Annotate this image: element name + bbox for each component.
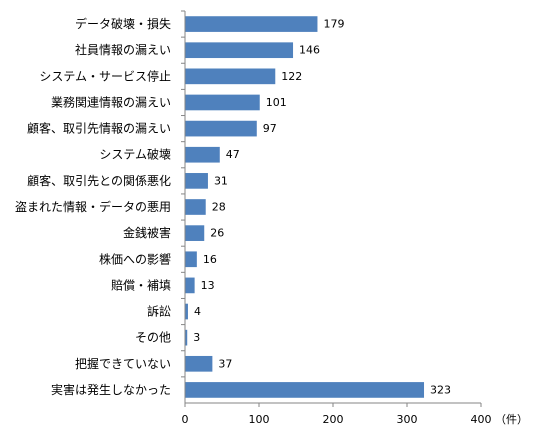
value-label: 28: [212, 201, 226, 214]
x-tick-label: 100: [249, 413, 270, 426]
bar: [185, 277, 195, 294]
category-labels: データ破壊・損失社員情報の漏えいシステム・サービス停止業務関連情報の漏えい顧客、…: [15, 16, 171, 397]
bar: [185, 146, 220, 163]
bar: [185, 199, 206, 215]
bar: [185, 173, 208, 189]
category-label: システム破壊: [99, 147, 171, 162]
category-label: 盗まれた情報・データの悪用: [15, 199, 171, 214]
value-label: 97: [263, 122, 277, 135]
value-label: 31: [214, 174, 228, 187]
x-tick-label: 300: [397, 413, 418, 426]
bar: [185, 120, 257, 137]
bars-group: [185, 16, 425, 398]
bar: [185, 382, 425, 398]
category-label: 顧客、取引先情報の漏えい: [27, 121, 171, 136]
bar: [185, 94, 260, 111]
category-label: その他: [135, 331, 171, 345]
bar: [185, 251, 197, 268]
value-label: 179: [323, 18, 344, 31]
category-label: 訴訟: [147, 304, 171, 319]
category-label: データ破壊・損失: [75, 16, 171, 31]
value-label: 13: [201, 279, 215, 292]
axes-group: 0 100 200 300 400: [181, 10, 492, 426]
value-label: 146: [299, 44, 320, 57]
x-tick-label: 200: [323, 413, 344, 426]
category-label: 金銭被害: [123, 225, 171, 240]
category-label: 顧客、取引先との関係悪化: [27, 173, 171, 188]
bar: [185, 355, 213, 372]
value-label: 26: [210, 227, 224, 240]
x-axis-unit-label: （件）: [495, 413, 528, 426]
bar: [185, 16, 318, 32]
category-label: 業務関連情報の漏えい: [51, 95, 171, 109]
value-label: 101: [266, 96, 287, 109]
value-label: 37: [218, 357, 232, 370]
category-label: システム・サービス停止: [39, 68, 171, 83]
bar: [185, 68, 276, 85]
value-label: 323: [430, 383, 451, 396]
value-label: 3: [193, 331, 200, 344]
value-label: 47: [226, 148, 240, 161]
category-label: 実害は発生しなかった: [51, 382, 171, 397]
category-label: 株価への影響: [99, 251, 171, 266]
value-label: 122: [281, 70, 302, 83]
bar: [185, 42, 294, 59]
value-label: 4: [194, 305, 201, 318]
x-tick-label: 0: [182, 413, 189, 426]
bar: [185, 225, 205, 241]
bar: [185, 329, 188, 346]
bar: [185, 303, 188, 320]
value-label: 16: [203, 253, 217, 266]
category-label: 賠償・補填: [111, 277, 171, 292]
x-tick-label: 400: [471, 413, 492, 426]
category-label: 把握できていない: [75, 356, 171, 371]
category-label: 社員情報の漏えい: [75, 42, 171, 57]
